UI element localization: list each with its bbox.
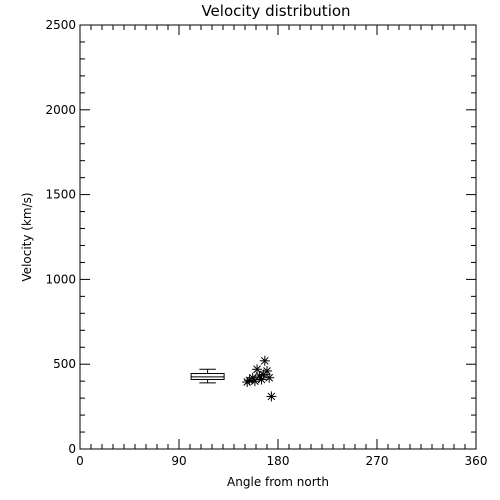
x-tick-label: 0	[76, 454, 84, 468]
y-axis-ticks: 0 500 1000 1500 2000 2500	[45, 18, 476, 456]
data-points	[242, 355, 277, 402]
y-tick-label: 0	[68, 442, 76, 456]
x-axis-label: Angle from north	[227, 475, 329, 489]
x-tick-label: 360	[465, 454, 488, 468]
data-point	[262, 365, 272, 376]
data-point	[252, 364, 263, 375]
data-point	[264, 372, 275, 383]
x-axis-ticks: 0 90 180 270 360	[76, 25, 487, 468]
y-tick-label: 1500	[45, 188, 76, 202]
chart-title: Velocity distribution	[201, 2, 350, 20]
y-tick-label: 2000	[45, 103, 76, 117]
y-tick-label: 2500	[45, 18, 76, 32]
plot-frame	[79, 24, 477, 450]
x-tick-label: 180	[267, 454, 290, 468]
y-axis-label: Velocity (km/s)	[20, 192, 34, 281]
data-point	[259, 355, 270, 366]
data-point	[266, 391, 277, 402]
x-tick-label: 90	[171, 454, 186, 468]
y-tick-label: 500	[53, 357, 76, 371]
box-plot	[190, 368, 225, 384]
y-tick-label: 1000	[45, 272, 76, 286]
x-tick-label: 270	[366, 454, 389, 468]
